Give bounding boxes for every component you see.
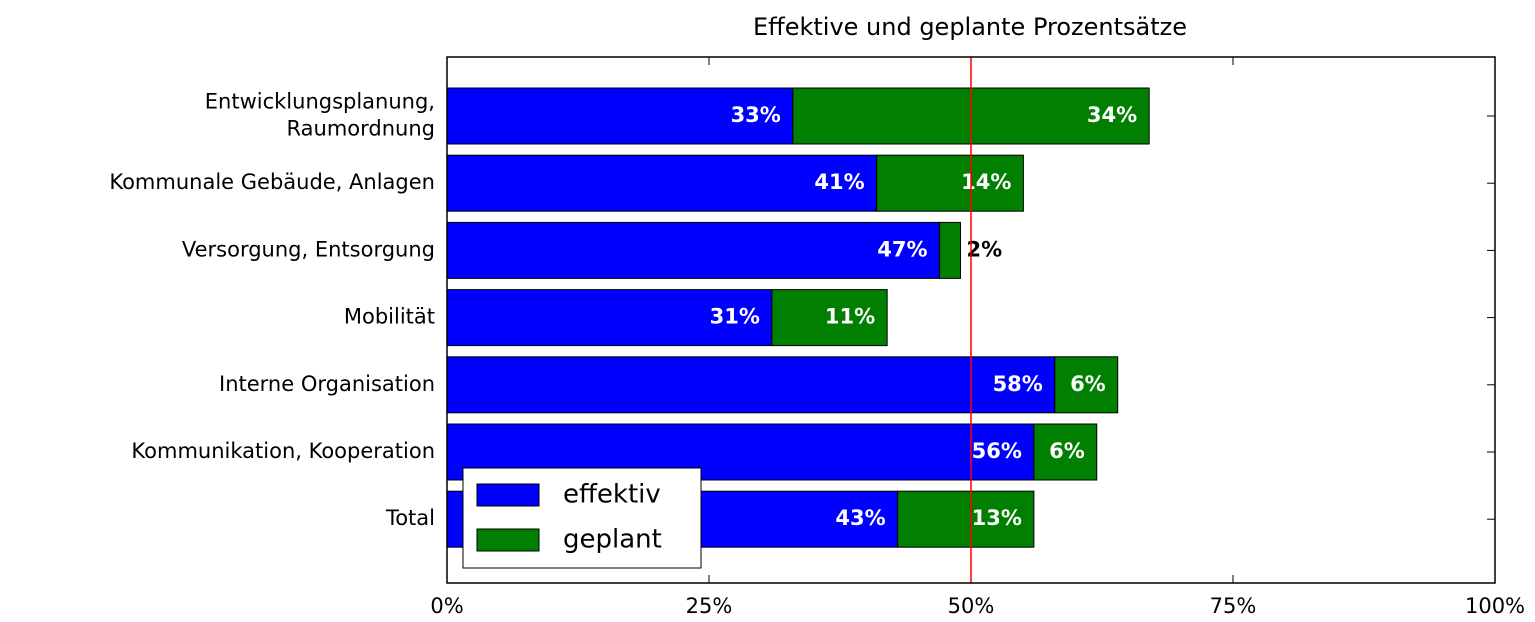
y-tick-label: Interne Organisation [219, 372, 435, 396]
x-tick-label: 50% [948, 594, 995, 618]
bar-segment [939, 221, 962, 279]
x-tick-label: 75% [1210, 594, 1257, 618]
value-label: 33% [731, 103, 781, 127]
bar-segment [1033, 423, 1098, 481]
legend-label: effektiv [563, 480, 661, 510]
value-label: 43% [835, 506, 885, 530]
chart-title: Effektive und geplante Prozentsätze [753, 13, 1187, 41]
y-tick-label: Kommunale Gebäude, Anlagen [109, 170, 435, 194]
value-label: 6% [1070, 372, 1106, 396]
bar-segment [876, 154, 1024, 212]
y-tick-label: Total [385, 506, 435, 530]
value-label: 31% [710, 305, 760, 329]
x-tick-label: 25% [686, 594, 733, 618]
bar-segment [771, 289, 888, 347]
value-label: 47% [877, 237, 927, 261]
value-label: 58% [993, 372, 1043, 396]
value-label: 6% [1049, 439, 1085, 463]
value-label: 2% [967, 237, 1003, 261]
legend-swatch [476, 528, 540, 552]
bar-segment [446, 221, 941, 279]
x-tick-label: 100% [1465, 594, 1525, 618]
legend-label: geplant [563, 525, 662, 555]
value-label: 13% [972, 506, 1022, 530]
y-tick-label: Versorgung, Entsorgung [182, 237, 435, 261]
y-tick-label: Mobilität [344, 305, 435, 329]
plot-frame [446, 56, 1496, 584]
bar-segment [446, 356, 1056, 414]
bar-segment [1054, 356, 1119, 414]
value-label: 14% [961, 170, 1011, 194]
y-tick-label: Kommunikation, Kooperation [131, 439, 435, 463]
x-tick-label: 0% [430, 594, 463, 618]
bar-segment [897, 490, 1035, 548]
value-label: 56% [972, 439, 1022, 463]
value-label: 41% [814, 170, 864, 194]
value-label: 34% [1087, 103, 1137, 127]
bar-segment [446, 154, 878, 212]
y-tick-label: Entwicklungsplanung, Raumordnung [205, 90, 435, 141]
legend-swatch [476, 483, 540, 507]
value-label: 11% [825, 305, 875, 329]
